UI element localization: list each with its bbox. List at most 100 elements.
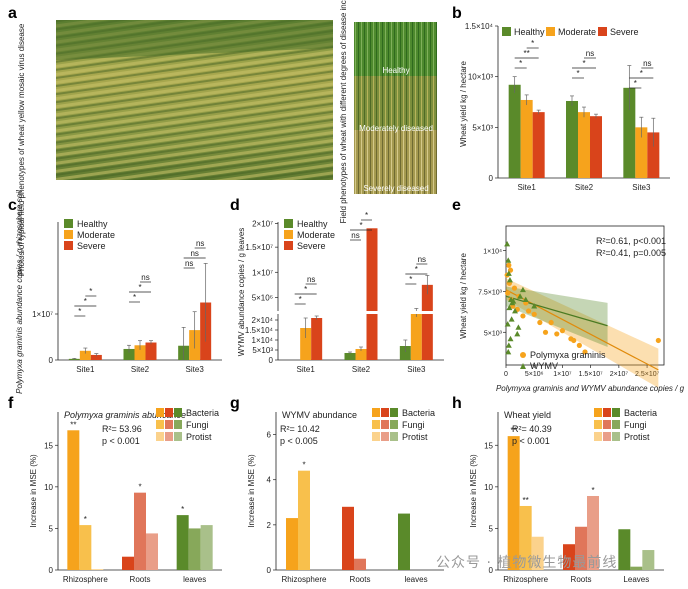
legend-label-protist: Protist [624, 432, 650, 442]
point-polymyxa [554, 331, 560, 337]
sig-label: * [409, 275, 412, 284]
sig-label: * [89, 287, 92, 296]
legend-swatch-moderate [546, 27, 555, 36]
legend-swatch-healthy [284, 219, 293, 228]
sig-label: * [359, 221, 362, 230]
stats-p: p < 0.001 [102, 436, 140, 446]
bar-bacteria-rhizosphere [67, 430, 80, 570]
point-wymv [515, 324, 522, 330]
bar-moderate-site2 [134, 345, 146, 360]
legend-swatch-protist [390, 432, 398, 441]
point-wymv [517, 293, 524, 299]
bar-severe-site1 [532, 112, 545, 178]
x-tick-label: 1×10⁷ [553, 371, 572, 378]
point-wymv [514, 330, 521, 337]
y-axis-label: Wheat yield kg / hectare [459, 253, 468, 339]
sig-label: ns [351, 231, 359, 240]
legend-swatch-fungi [156, 420, 164, 429]
legend-swatch-protist [165, 432, 173, 441]
bar-bacteria-leaves [176, 515, 189, 570]
bar-fungi-rhizosphere [519, 505, 532, 570]
bar-bacteria-roots [122, 556, 134, 570]
legend-swatch-fungi [612, 420, 620, 429]
legend-swatch-fungi [381, 420, 389, 429]
x-tick-label: Site2 [575, 183, 594, 192]
legend-label-polymyxa: Polymyxa graminis [530, 350, 606, 360]
y-tick-label: 7.5×10³ [478, 289, 503, 296]
legend-label-fungi: Fungi [624, 420, 647, 430]
sig-label: ns [190, 249, 198, 258]
chart-title: WYMV abundance [282, 410, 357, 420]
bar-protist-leaves [642, 550, 655, 570]
legend-swatch-protist [174, 432, 182, 441]
bar-moderate-site2 [355, 349, 367, 360]
significance-star: * [302, 461, 305, 470]
point-wymv [512, 308, 519, 314]
panel-label-a: a [8, 5, 17, 22]
point-wymv [505, 348, 512, 355]
bar-bacteria-leaves [398, 513, 410, 570]
panel-label-g: g [230, 395, 240, 412]
point-wymv [505, 257, 512, 263]
bar-severe-site1 [311, 318, 323, 360]
legend-swatch-moderate [284, 230, 293, 239]
y-tick-label: 5 [49, 524, 54, 533]
y-tick-label: 1.5×10⁴ [245, 326, 274, 335]
legend-swatch-healthy [64, 219, 73, 228]
legend-label-fungi: Fungi [402, 420, 425, 430]
bar-moderate-site1 [520, 99, 533, 178]
x-tick-label: Leaves [623, 575, 649, 584]
tag-healthy: Healthy [382, 66, 409, 75]
bar-bacteria-leaves [618, 529, 631, 570]
y-tick-label: 10 [44, 483, 53, 492]
sig-label: * [415, 265, 418, 274]
y-tick-label: 5×10⁶ [252, 293, 273, 302]
legend-label-bacteria: Bacteria [402, 408, 435, 418]
x-tick-label: Site1 [518, 183, 537, 192]
bar-bacteria-roots [563, 544, 575, 570]
bar-severe-site1 [90, 354, 102, 360]
bar-fungi-rhizosphere [298, 470, 310, 570]
y-tick-label: 5×10³ [252, 346, 273, 355]
legend-swatch-bacteria [174, 408, 182, 417]
x-tick-label: Site2 [131, 365, 150, 374]
y-axis-label: Increase in MSE (%) [469, 454, 478, 528]
y-tick-label: 5×10³ [484, 330, 503, 337]
point-polymyxa [582, 349, 588, 355]
bar-severe-site2 [145, 342, 157, 360]
sig-label: * [304, 285, 307, 294]
x-tick-label: Site3 [186, 365, 205, 374]
sig-label: * [576, 69, 579, 78]
bar-healthy-site2 [566, 100, 578, 178]
x-tick-label: Roots [350, 575, 371, 584]
point-polymyxa [506, 262, 512, 268]
bar-severe-site3 [647, 132, 660, 178]
stats-r2: R²= 53.96 [102, 424, 142, 434]
legend-swatch-fungi [174, 420, 182, 429]
y-tick-label: 1.5×10⁷ [245, 243, 273, 252]
y-tick-label: 1×10⁷ [32, 310, 53, 319]
panel-label-d: d [230, 197, 240, 214]
bar-protist-roots [587, 495, 599, 570]
significance-star: * [181, 505, 184, 514]
legend-swatch-fungi [603, 420, 611, 429]
point-polymyxa [511, 285, 518, 291]
point-wymv [504, 321, 511, 327]
point-wymv [505, 342, 512, 348]
point-polymyxa [548, 319, 554, 326]
point-polymyxa [576, 342, 582, 348]
bar-severe-site3 [421, 284, 433, 360]
point-polymyxa [525, 308, 532, 314]
bar-fungi-leaves [630, 566, 643, 570]
x-tick-label: 5×10⁶ [525, 371, 544, 378]
bar-severe-site2 [590, 116, 602, 178]
sig-label: * [634, 79, 637, 88]
legend-label-moderate: Moderate [297, 230, 335, 240]
point-polymyxa [537, 319, 543, 326]
bar-moderate-site3 [410, 313, 422, 360]
legend-label-wymv: WYMV [530, 361, 558, 371]
legend-swatch-bacteria [381, 408, 389, 417]
point-wymv [522, 296, 529, 302]
